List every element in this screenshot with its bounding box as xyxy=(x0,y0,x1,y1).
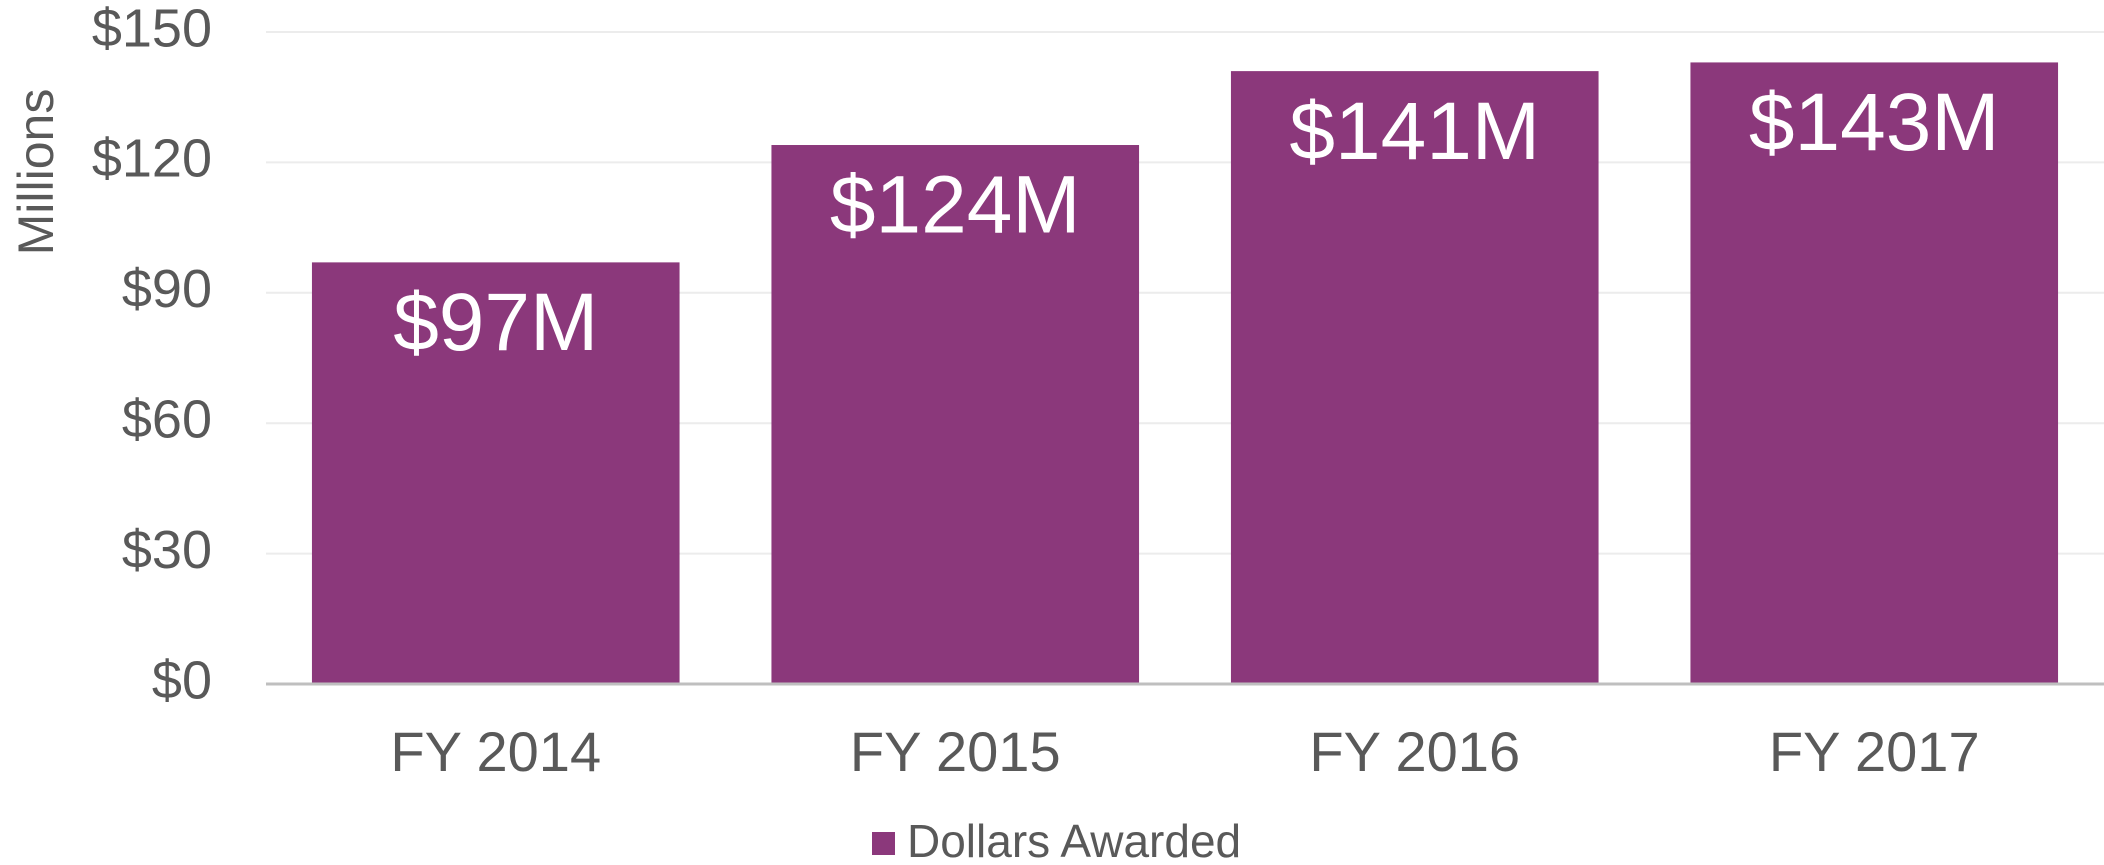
data-label: $124M xyxy=(830,160,1081,251)
legend-label: Dollars Awarded xyxy=(907,815,1241,865)
y-tick-label: $0 xyxy=(152,650,212,710)
y-tick-label: $30 xyxy=(122,520,212,580)
y-tick-label: $60 xyxy=(122,389,212,449)
data-label: $143M xyxy=(1749,77,2000,168)
x-tick-label: FY 2014 xyxy=(390,720,601,783)
data-label: $97M xyxy=(393,277,598,368)
y-tick-label: $120 xyxy=(92,129,212,189)
x-tick-label: FY 2016 xyxy=(1309,720,1520,783)
bar xyxy=(771,145,1140,685)
bar xyxy=(1690,62,2059,685)
data-label: $141M xyxy=(1289,86,1540,177)
x-tick-label: FY 2017 xyxy=(1769,720,1980,783)
y-tick-label: $150 xyxy=(92,0,212,58)
legend-swatch xyxy=(872,832,895,855)
bar xyxy=(311,262,680,684)
y-axis-title: Millions xyxy=(8,89,64,256)
y-tick-label: $90 xyxy=(122,259,212,319)
bar xyxy=(1230,71,1599,685)
x-tick-label: FY 2015 xyxy=(850,720,1061,783)
